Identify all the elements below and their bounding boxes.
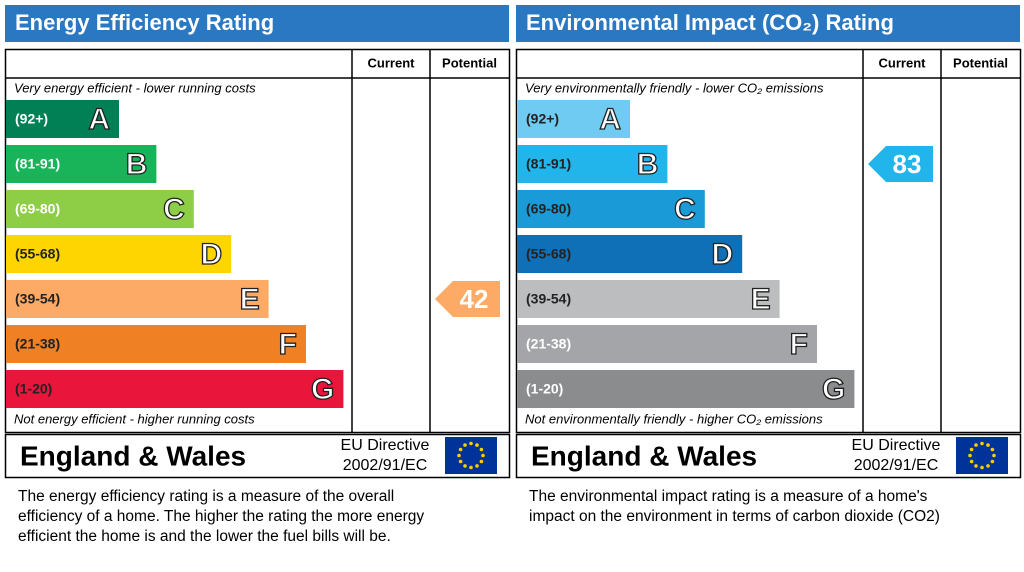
footer-box [4, 433, 511, 479]
flag-star [980, 441, 984, 446]
rating-band [6, 235, 232, 273]
flag-star [974, 443, 978, 447]
rating-band [6, 145, 157, 183]
flag-star [968, 453, 972, 458]
flag-star [974, 464, 978, 468]
band-range: (1-20) [526, 381, 563, 397]
band-letter: F [279, 328, 297, 361]
footer-region: England & Wales [20, 440, 246, 471]
flag-star [463, 464, 467, 468]
flag-star [481, 453, 485, 458]
title-bar [516, 5, 1020, 42]
rating-band [517, 325, 817, 363]
directive-label: EU Directive [341, 437, 430, 454]
flag-star [992, 453, 996, 458]
rating-arrow [868, 146, 933, 182]
rating-band [6, 370, 344, 408]
column-header: Potential [442, 55, 497, 70]
description-line: efficient the home is and the lower the … [18, 528, 391, 545]
band-letter: C [674, 193, 696, 226]
title-bar [5, 5, 509, 42]
band-range: (92+) [526, 111, 559, 127]
flag-star [479, 459, 484, 464]
rating-band [517, 370, 855, 408]
footer-region: England & Wales [531, 440, 757, 471]
rating-band [6, 100, 119, 138]
description-line: The environmental impact rating is a mea… [529, 488, 928, 505]
description-line: efficiency of a home. The higher the rat… [18, 508, 424, 525]
rating-band [517, 145, 668, 183]
flag-star [980, 465, 984, 470]
description-line: impact on the environment in terms of ca… [529, 508, 940, 525]
rating-band [6, 190, 194, 228]
band-letter: E [751, 283, 771, 316]
band-range: (92+) [15, 111, 48, 127]
band-letter: D [201, 238, 223, 271]
rating-arrow [435, 281, 500, 317]
flag-star [458, 447, 463, 452]
band-letter: D [712, 238, 734, 271]
panel-title: Energy Efficiency Rating [15, 10, 274, 35]
band-range: (81-91) [526, 156, 571, 172]
flag-star [990, 459, 995, 464]
rating-band [6, 325, 306, 363]
band-range: (39-54) [15, 291, 60, 307]
band-letter: G [822, 373, 845, 406]
flag-star [469, 465, 473, 470]
rating-band [6, 280, 269, 318]
top-note: Very environmentally friendly - lower CO… [525, 80, 824, 95]
band-range: (39-54) [526, 291, 571, 307]
directive-label: EU Directive [852, 437, 941, 454]
column-header: Current [879, 55, 927, 70]
band-range: (21-38) [526, 336, 571, 352]
flag-star [969, 459, 974, 464]
band-range: (55-68) [15, 246, 60, 262]
band-letter: B [126, 148, 148, 181]
band-range: (55-68) [526, 246, 571, 262]
description-line: The energy efficiency rating is a measur… [18, 488, 394, 505]
rating-band [517, 190, 705, 228]
band-range: (69-80) [526, 201, 571, 217]
flag-star [457, 453, 461, 458]
flag-star [479, 447, 484, 452]
flag-star [990, 447, 995, 452]
flag-star [475, 464, 479, 468]
flag-star [458, 459, 463, 464]
band-letter: A [88, 103, 110, 136]
band-range: (81-91) [15, 156, 60, 172]
directive-code: 2002/91/EC [854, 457, 939, 474]
top-note: Very energy efficient - lower running co… [14, 80, 256, 95]
flag-star [475, 443, 479, 447]
band-letter: E [240, 283, 260, 316]
band-range: (21-38) [15, 336, 60, 352]
band-range: (1-20) [15, 381, 52, 397]
rating-band [517, 280, 780, 318]
rating-value: 42 [460, 284, 489, 314]
bottom-note: Not energy efficient - higher running co… [14, 411, 255, 426]
flag-star [469, 441, 473, 446]
band-letter: C [163, 193, 185, 226]
column-header: Current [368, 55, 416, 70]
column-header: Potential [953, 55, 1008, 70]
flag-star [986, 464, 990, 468]
rating-band [517, 100, 630, 138]
flag-star [986, 443, 990, 447]
band-letter: B [637, 148, 659, 181]
band-range: (69-80) [15, 201, 60, 217]
band-letter: G [311, 373, 334, 406]
flag-star [463, 443, 467, 447]
rating-band [517, 235, 743, 273]
directive-code: 2002/91/EC [343, 457, 428, 474]
band-letter: F [790, 328, 808, 361]
rating-value: 83 [893, 149, 922, 179]
panel-title: Environmental Impact (CO₂) Rating [526, 10, 894, 35]
footer-box [515, 433, 1022, 479]
bottom-note: Not environmentally friendly - higher CO… [525, 411, 823, 426]
band-letter: A [599, 103, 621, 136]
flag-star [969, 447, 974, 452]
